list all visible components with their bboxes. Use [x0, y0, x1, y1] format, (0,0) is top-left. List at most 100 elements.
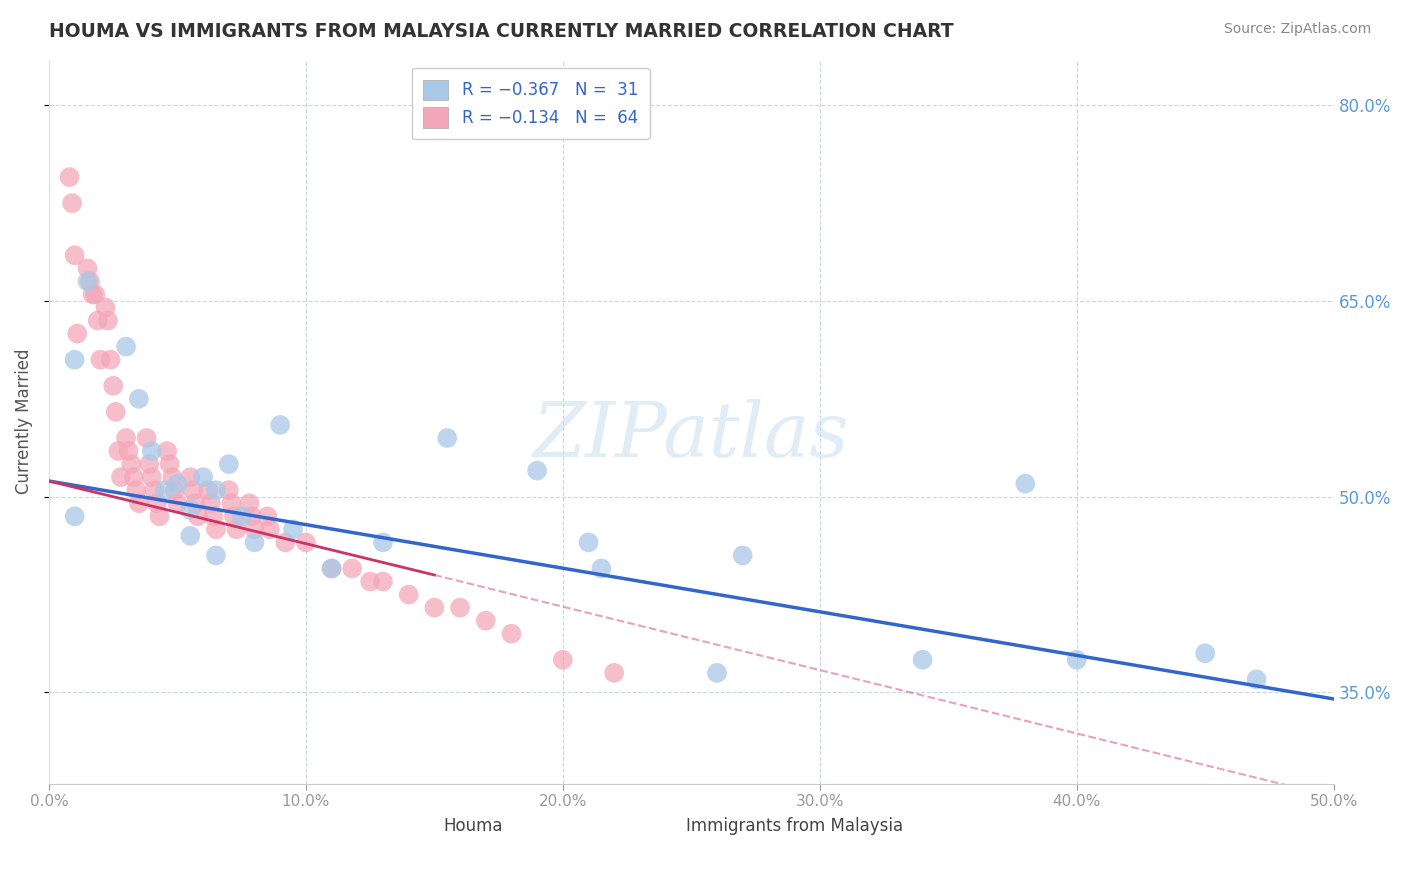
Point: [148, 509, 170, 524]
Point: [179, 470, 201, 484]
Point: [141, 444, 163, 458]
Point: [110, 470, 132, 484]
Point: [122, 470, 145, 484]
Point: [526, 464, 548, 478]
Point: [143, 483, 166, 498]
Point: [259, 522, 281, 536]
Point: [60, 196, 83, 211]
Point: [295, 535, 318, 549]
Text: Immigrants from Malaysia: Immigrants from Malaysia: [686, 817, 903, 835]
Text: Houma: Houma: [443, 817, 503, 835]
Point: [76, 261, 98, 276]
Point: [359, 574, 381, 589]
Point: [436, 431, 458, 445]
Point: [274, 535, 297, 549]
Point: [423, 600, 446, 615]
Point: [321, 561, 343, 575]
Point: [1194, 646, 1216, 660]
Point: [474, 614, 496, 628]
Point: [591, 561, 613, 575]
Point: [153, 483, 176, 498]
Point: [125, 483, 148, 498]
Point: [115, 431, 138, 445]
Point: [321, 561, 343, 575]
Point: [163, 483, 186, 498]
Point: [1246, 673, 1268, 687]
Point: [501, 626, 523, 640]
Point: [197, 483, 219, 498]
Point: [63, 248, 86, 262]
Point: [156, 444, 179, 458]
Point: [205, 549, 228, 563]
Point: [231, 509, 253, 524]
Point: [97, 313, 120, 327]
Point: [128, 392, 150, 406]
Point: [187, 509, 209, 524]
Point: [221, 496, 243, 510]
Point: [179, 529, 201, 543]
Point: [120, 457, 142, 471]
Point: [103, 379, 125, 393]
Point: [63, 509, 86, 524]
Legend: R = −0.367   N =  31, R = −0.134   N =  64: R = −0.367 N = 31, R = −0.134 N = 64: [412, 68, 650, 139]
Point: [135, 431, 157, 445]
Point: [146, 496, 169, 510]
Point: [179, 502, 201, 516]
Point: [166, 476, 188, 491]
Point: [269, 417, 291, 432]
Text: Source: ZipAtlas.com: Source: ZipAtlas.com: [1223, 22, 1371, 37]
Point: [205, 483, 228, 498]
Point: [911, 653, 934, 667]
Point: [1014, 476, 1036, 491]
Point: [281, 522, 304, 536]
Point: [603, 665, 626, 680]
Point: [225, 522, 247, 536]
Point: [79, 274, 101, 288]
Point: [82, 287, 104, 301]
Point: [238, 496, 260, 510]
Text: HOUMA VS IMMIGRANTS FROM MALAYSIA CURRENTLY MARRIED CORRELATION CHART: HOUMA VS IMMIGRANTS FROM MALAYSIA CURREN…: [49, 22, 953, 41]
Point: [205, 522, 228, 536]
Point: [66, 326, 89, 341]
Point: [87, 313, 110, 327]
Point: [240, 509, 263, 524]
Point: [63, 352, 86, 367]
Point: [159, 457, 181, 471]
Point: [76, 274, 98, 288]
Point: [107, 444, 129, 458]
Point: [117, 444, 139, 458]
Point: [398, 588, 420, 602]
Point: [551, 653, 574, 667]
Text: ZIPatlas: ZIPatlas: [533, 399, 849, 473]
Point: [100, 352, 122, 367]
Point: [1066, 653, 1088, 667]
Point: [706, 665, 728, 680]
Y-axis label: Currently Married: Currently Married: [15, 349, 32, 494]
Point: [218, 457, 240, 471]
Point: [578, 535, 600, 549]
Point: [256, 509, 278, 524]
Point: [371, 574, 394, 589]
Point: [191, 470, 214, 484]
Point: [731, 549, 754, 563]
Point: [371, 535, 394, 549]
Point: [128, 496, 150, 510]
Point: [181, 483, 204, 498]
Point: [166, 496, 188, 510]
Point: [89, 352, 111, 367]
Point: [162, 470, 184, 484]
Point: [340, 561, 363, 575]
Point: [218, 483, 240, 498]
Point: [202, 509, 225, 524]
Point: [84, 287, 107, 301]
Point: [141, 470, 163, 484]
Point: [184, 496, 207, 510]
Point: [94, 301, 117, 315]
Point: [243, 522, 266, 536]
Point: [200, 496, 222, 510]
Point: [138, 457, 160, 471]
Point: [58, 169, 80, 184]
Point: [104, 405, 127, 419]
Point: [222, 509, 245, 524]
Point: [115, 340, 138, 354]
